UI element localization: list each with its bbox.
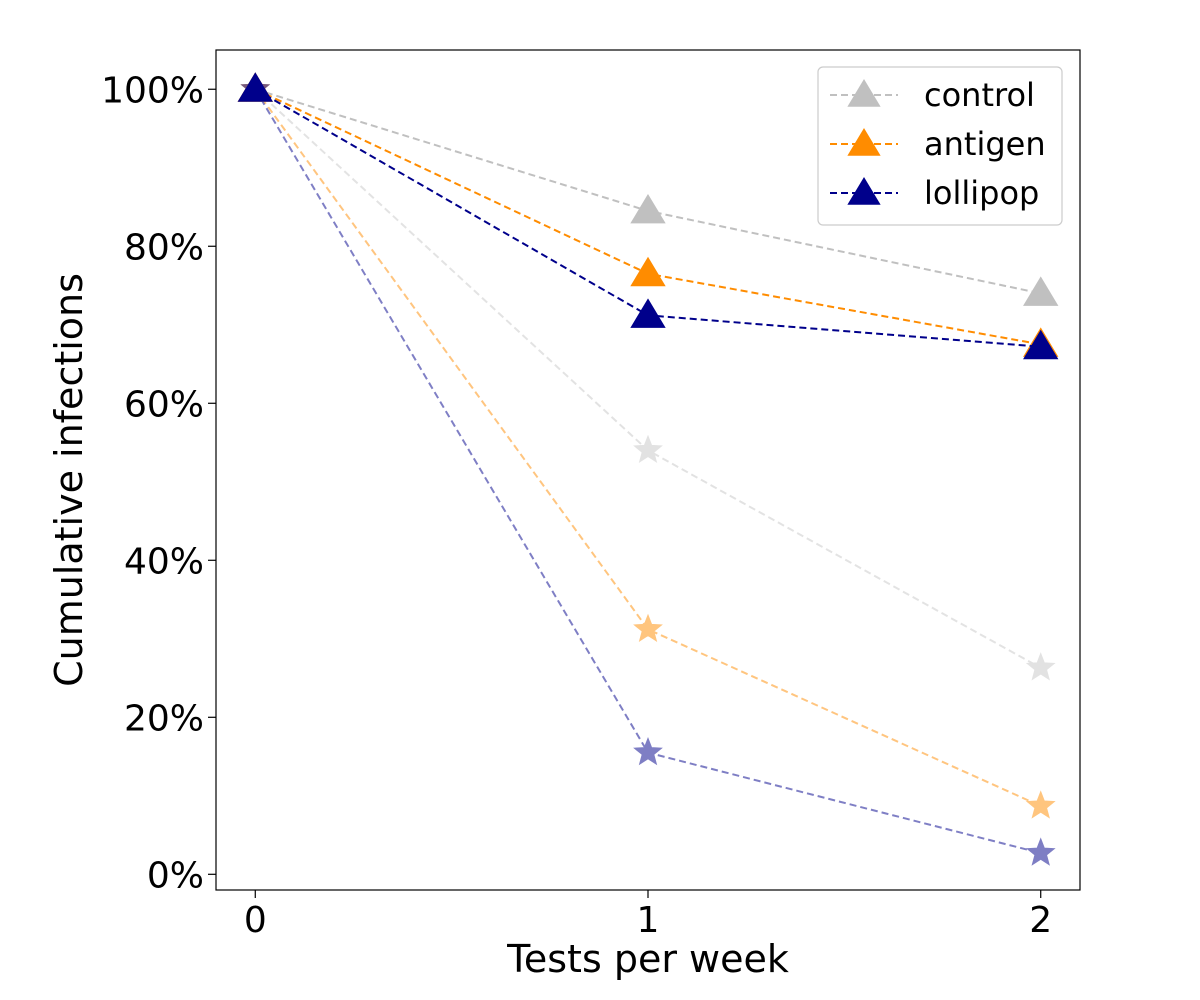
y-tick-label: 60%	[124, 384, 204, 425]
x-axis-label: Tests per week	[506, 937, 789, 981]
data-point	[633, 736, 663, 766]
legend: control antigen lollipop	[817, 66, 1063, 226]
legend-label: control	[924, 76, 1035, 114]
legend-label: antigen	[924, 125, 1046, 163]
x-tick-label: 0	[244, 900, 267, 941]
legend-marker	[847, 79, 881, 107]
y-tick-label: 80%	[124, 227, 204, 268]
x-tick-label: 2	[1029, 900, 1052, 941]
y-axis-label: Cumulative infections	[47, 273, 91, 687]
y-tick-label: 100%	[101, 70, 204, 111]
series-line	[254, 88, 1042, 669]
legend-entry-control: control	[830, 76, 1035, 114]
data-point	[630, 298, 666, 328]
y-tick-label: 0%	[147, 855, 204, 896]
legend-entry-lollipop: lollipop	[830, 174, 1039, 212]
data-point	[237, 72, 273, 102]
data-point	[630, 256, 666, 287]
plot-area	[237, 72, 1059, 866]
data-point	[633, 434, 663, 464]
y-axis: 0% 20% 40% 60% 80% 100%	[101, 70, 216, 896]
series-line	[254, 88, 1042, 807]
series-lollipop	[237, 72, 1059, 360]
x-tick-label: 1	[637, 900, 660, 941]
data-point	[630, 193, 666, 224]
legend-marker	[847, 128, 881, 156]
data-point	[1023, 329, 1059, 360]
data-point	[633, 613, 663, 643]
data-point	[1025, 652, 1056, 681]
legend-marker	[847, 177, 881, 205]
data-point	[1025, 790, 1056, 819]
legend-entry-antigen: antigen	[830, 125, 1046, 163]
legend-label: lollipop	[924, 174, 1039, 212]
x-axis: 0 1 2	[244, 890, 1052, 941]
y-tick-label: 20%	[124, 698, 204, 739]
data-point	[1023, 276, 1059, 306]
y-tick-label: 40%	[124, 541, 204, 582]
data-point	[1025, 837, 1056, 866]
